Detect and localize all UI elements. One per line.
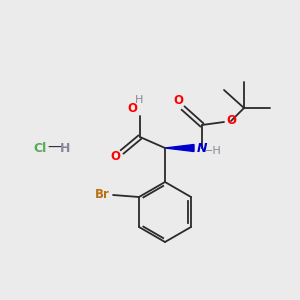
Text: N: N — [197, 142, 207, 154]
Text: Cl: Cl — [33, 142, 46, 154]
Text: H: H — [60, 142, 70, 154]
Text: Br: Br — [94, 188, 110, 202]
Text: —: — — [47, 141, 61, 155]
Text: −H: −H — [204, 146, 222, 156]
Text: H: H — [135, 95, 143, 105]
Text: O: O — [173, 94, 183, 106]
Text: O: O — [127, 103, 137, 116]
Text: O: O — [226, 115, 236, 128]
Text: O: O — [110, 149, 120, 163]
Polygon shape — [165, 145, 194, 152]
